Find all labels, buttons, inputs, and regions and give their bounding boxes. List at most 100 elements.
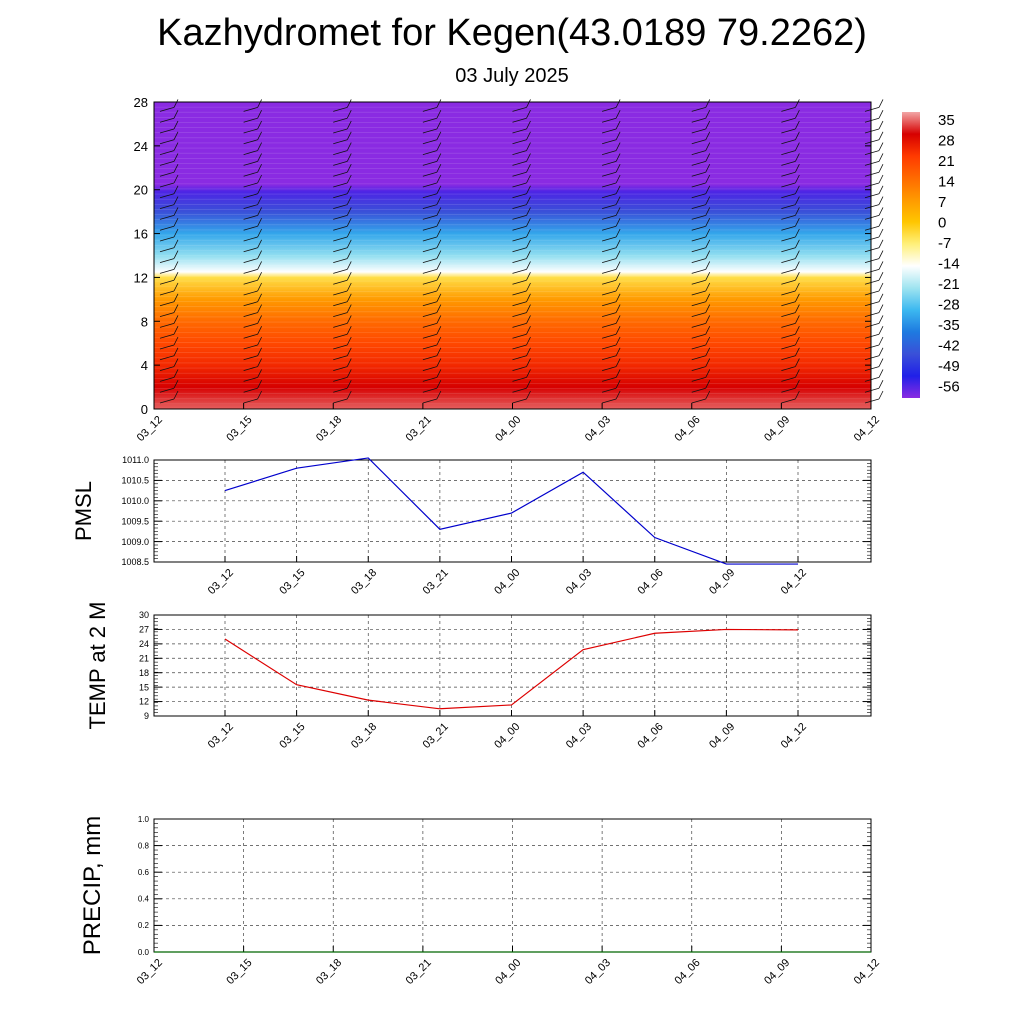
y-axis-label: PMSL <box>71 481 96 541</box>
wind-barb-flag <box>878 358 884 367</box>
wind-barb <box>512 269 527 274</box>
wind-barb <box>333 258 348 263</box>
wind-barb-flag <box>436 293 442 302</box>
wind-barb-flag <box>705 142 711 151</box>
wind-barb <box>781 139 796 145</box>
wind-barb <box>333 215 348 220</box>
wind-barb-flag <box>436 250 442 259</box>
wind-barb-flag <box>878 164 884 173</box>
colorbar-label: 14 <box>938 174 955 191</box>
x-tick-label: 04_12 <box>779 721 809 751</box>
wind-barb-flag <box>878 304 884 313</box>
y-tick-label: 12 <box>134 270 148 285</box>
wind-barb-flag <box>173 315 179 324</box>
wind-barb <box>691 139 706 145</box>
wind-barb-flag <box>526 99 531 108</box>
wind-barb <box>691 333 706 339</box>
x-tick-label: 04_00 <box>493 957 523 987</box>
wind-barb <box>864 215 880 220</box>
wind-barb-flag <box>795 207 800 216</box>
wind-barb <box>512 139 527 145</box>
wind-barb <box>864 171 880 177</box>
wind-barb-flag <box>346 120 352 130</box>
wind-barb <box>864 161 880 166</box>
wind-barb <box>159 323 175 328</box>
wind-barb-flag <box>346 207 352 216</box>
wind-barb <box>422 301 437 307</box>
wind-barb <box>512 236 527 242</box>
wind-barb-flag <box>346 336 352 346</box>
wind-barb <box>691 344 706 350</box>
wind-barb <box>422 290 437 296</box>
wind-barb <box>781 204 796 209</box>
y-tick-label: 1010.5 <box>121 476 149 486</box>
x-tick-label: 03_12 <box>135 414 165 444</box>
wind-barb <box>333 333 348 339</box>
wind-barb <box>159 150 175 155</box>
wind-barb <box>159 182 175 188</box>
wind-barb <box>602 225 617 231</box>
pmsl-panel: 1008.5 1009.0 1009.5 1010.0 1010.5 1011.0 03_1… <box>71 455 872 597</box>
wind-barb-flag <box>878 336 884 346</box>
wind-barb <box>602 107 617 112</box>
wind-barb-flag <box>436 131 442 140</box>
wind-barb-flag <box>346 369 352 378</box>
wind-barb <box>159 193 175 199</box>
wind-barb-flag <box>173 99 179 108</box>
wind-barb <box>864 107 880 112</box>
wind-barb-flag <box>615 196 621 205</box>
wind-barb <box>864 312 880 317</box>
wind-barb <box>422 107 437 112</box>
wind-barb-flag <box>615 293 621 302</box>
wind-barb-flag <box>526 380 531 389</box>
wind-barb <box>602 258 617 263</box>
wind-barb <box>602 139 617 145</box>
colorbar-label: 28 <box>938 133 955 150</box>
wind-barb <box>512 161 527 166</box>
wind-barb <box>781 150 796 155</box>
wind-barb <box>864 279 880 285</box>
wind-barb-flag <box>615 336 621 346</box>
wind-barb-flag <box>257 131 262 140</box>
wind-barb-flag <box>436 390 442 400</box>
wind-barb <box>422 236 437 242</box>
wind-barb <box>691 301 706 307</box>
wind-barb-flag <box>346 228 352 238</box>
wind-barb <box>159 355 175 361</box>
wind-barb-flag <box>257 347 262 356</box>
wind-barb-flag <box>705 99 711 108</box>
wind-barb-flag <box>526 196 531 205</box>
wind-barb <box>243 139 258 145</box>
wind-barb <box>512 215 527 220</box>
wind-barb <box>243 312 258 317</box>
wind-barb <box>864 301 880 307</box>
wind-barb-flag <box>705 390 711 400</box>
wind-barb-flag <box>705 347 711 356</box>
wind-barb <box>602 128 617 134</box>
wind-barb-flag <box>436 239 442 248</box>
wind-barb <box>691 366 706 371</box>
wind-barb-flag <box>705 380 711 389</box>
wind-barb-flag <box>615 110 621 119</box>
x-tick-label: 03_18 <box>314 957 344 987</box>
wind-barb-flag <box>615 207 621 216</box>
wind-barb <box>602 366 617 371</box>
wind-barb-flag <box>257 196 262 205</box>
wind-barb-flag <box>878 174 884 184</box>
wind-barb <box>512 377 527 382</box>
y-tick-label: 15 <box>139 682 149 692</box>
wind-barb-flag <box>526 207 531 216</box>
wind-barb-flag <box>705 326 711 335</box>
wind-barb-flag <box>878 120 884 130</box>
wind-barb <box>333 128 348 134</box>
precip-panel: 0.0 0.2 0.4 0.6 0.8 1.0 03_12 03_15 03_18 03_21 04… <box>79 815 882 987</box>
wind-barb-flag <box>526 347 531 356</box>
wind-barb-flag <box>436 196 442 205</box>
wind-barb-flag <box>705 336 711 346</box>
wind-barb-flag <box>436 153 442 162</box>
y-tick-label: 1009.5 <box>121 516 149 526</box>
wind-barb-flag <box>257 272 262 281</box>
wind-barb-flag <box>705 272 711 281</box>
wind-barb <box>243 279 258 285</box>
wind-barb-flag <box>705 110 711 119</box>
